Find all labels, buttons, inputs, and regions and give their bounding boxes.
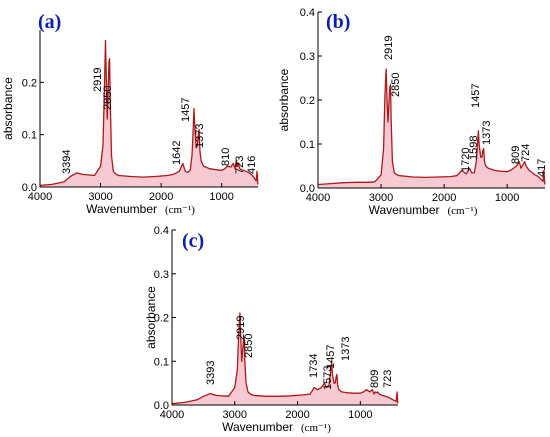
panel-label: (c) — [182, 230, 204, 252]
x-tick-label: 2000 — [149, 191, 173, 203]
peak-label-2850: 2850 — [390, 73, 402, 97]
y-tick-label: 0.2 — [22, 77, 37, 89]
peak-label-1457: 1457 — [325, 345, 337, 369]
peak-label-1373: 1373 — [340, 337, 352, 361]
peak-label-2919: 2919 — [235, 316, 247, 340]
peak-label-417: 417 — [536, 159, 548, 177]
peak-label-1373: 1373 — [194, 124, 206, 148]
peak-label-1573: 1573 — [322, 366, 334, 390]
x-tick-label: 4000 — [160, 409, 184, 421]
x-tick-label: 3000 — [369, 192, 393, 204]
peak-label-1457: 1457 — [470, 84, 482, 108]
y-tick-label: 0.0 — [300, 183, 315, 195]
y-tick-label: 0.4 — [300, 7, 315, 19]
y-tick-label: 0.0 — [22, 182, 37, 194]
peak-label-809: 809 — [369, 370, 381, 388]
x-tick-label: 1000 — [209, 191, 233, 203]
spectrum-fill — [318, 69, 545, 188]
peak-label-723: 723 — [234, 156, 246, 174]
peak-label-724: 724 — [520, 144, 532, 162]
y-axis-title: absorbance — [1, 77, 15, 140]
peak-label-810: 810 — [220, 148, 232, 166]
y-tick-label: 0.1 — [154, 356, 169, 368]
y-tick-label: 0.3 — [154, 269, 169, 281]
panel-b: 0.0 0.1 0.2 0.3 0.4 4000 3000 2000 1000 Wavenumbe… — [277, 7, 548, 217]
x-axis-unit: (cm⁻¹) — [301, 422, 331, 434]
x-tick-label: 1000 — [348, 409, 372, 421]
x-tick-label: 3000 — [88, 191, 112, 203]
y-tick-label: 0.1 — [300, 139, 315, 151]
y-tick-label: 0.2 — [154, 313, 169, 325]
peak-label-1373: 1373 — [481, 121, 493, 145]
panel-label: (b) — [326, 11, 350, 33]
panel-a: 0.0 0.1 0.2 4000 3000 2000 1000 Wavenumber (cm⁻¹… — [1, 11, 259, 216]
spectrum-line — [171, 312, 399, 405]
y-tick-label: 0.3 — [300, 51, 315, 63]
peak-label-2919: 2919 — [92, 68, 104, 92]
x-tick-label: 3000 — [223, 409, 247, 421]
x-tick-label: 2000 — [285, 409, 309, 421]
y-tick-label: 0.2 — [300, 95, 315, 107]
peak-label-1734: 1734 — [308, 354, 320, 378]
x-axis-title: Wavenumber — [369, 203, 440, 217]
peak-label-416: 416 — [246, 156, 258, 174]
spectrum-fill — [40, 40, 258, 187]
y-axis-title: absorbance — [144, 286, 158, 349]
y-tick-label: 0.4 — [154, 225, 169, 237]
peak-label-723: 723 — [382, 370, 394, 388]
x-tick-label: 4000 — [28, 191, 52, 203]
panel-label: (a) — [38, 11, 61, 33]
panel-c: 0.0 0.1 0.2 0.3 0.4 4000 3000 2000 1000 Wavenumbe… — [144, 225, 399, 434]
peak-label-809: 809 — [510, 146, 522, 164]
peak-label-2850: 2850 — [102, 86, 114, 110]
spectrum-fill — [172, 313, 398, 405]
y-axis-title: absorbance — [277, 68, 291, 131]
peak-label-1720: 1720 — [460, 148, 472, 172]
spectrum-line — [39, 39, 259, 187]
peak-label-2919: 2919 — [383, 36, 395, 60]
x-tick-label: 4000 — [306, 192, 330, 204]
x-axis-unit: (cm⁻¹) — [448, 205, 478, 217]
peak-label-1598: 1598 — [468, 136, 480, 160]
x-axis-title: Wavenumber — [86, 202, 157, 216]
spectrum-line — [317, 68, 546, 186]
peak-label-2850: 2850 — [243, 334, 255, 358]
x-tick-label: 2000 — [432, 192, 456, 204]
y-tick-label: 0.0 — [154, 400, 169, 412]
peak-label-1642: 1642 — [171, 141, 183, 165]
peak-label-3393: 3393 — [205, 361, 217, 385]
peak-label-1457: 1457 — [180, 98, 192, 122]
x-axis-unit: (cm⁻¹) — [165, 204, 195, 216]
x-axis-title: Wavenumber — [222, 420, 293, 434]
y-tick-label: 0.1 — [22, 130, 37, 142]
x-tick-label: 1000 — [495, 192, 519, 204]
peak-label-3394: 3394 — [61, 150, 73, 174]
